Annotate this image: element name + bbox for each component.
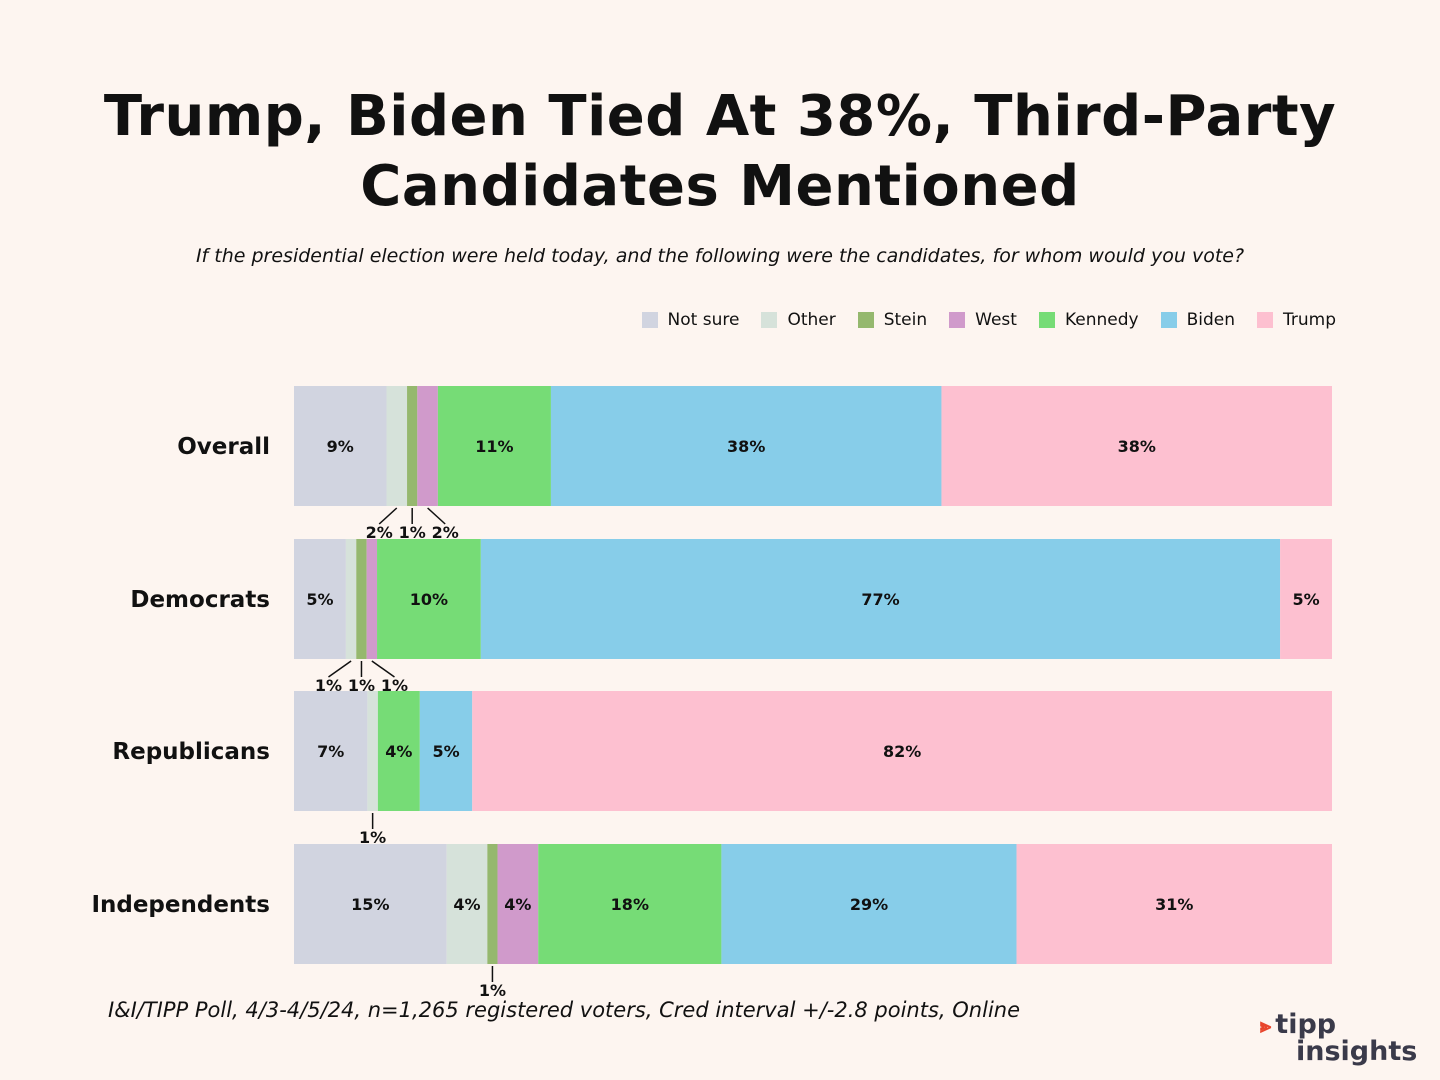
data-label: 15%: [351, 895, 389, 914]
callout-label: 2%: [432, 523, 459, 542]
footnote: I&I/TIPP Poll, 4/3-4/5/24, n=1,265 regis…: [108, 998, 1021, 1022]
legend-label: Biden: [1186, 310, 1235, 330]
data-label: 38%: [1118, 437, 1156, 456]
bar-segment-biden: [721, 844, 1017, 964]
data-label: 5%: [1292, 590, 1319, 609]
bar-segment-trump: [1016, 844, 1332, 964]
chart-title: Trump, Biden Tied At 38%, Third-Party Ca…: [0, 82, 1440, 222]
bar-segment-trump: [1280, 539, 1332, 659]
bar-segment-west: [497, 844, 539, 964]
callout-line: [371, 660, 395, 678]
legend-item-trump: Trump: [1256, 310, 1336, 330]
data-label: 38%: [727, 437, 765, 456]
legend-item-other: Other: [761, 310, 836, 330]
data-label: 11%: [475, 437, 513, 456]
callout-label: 1%: [399, 523, 426, 542]
legend-label: Stein: [883, 310, 928, 330]
bar-segment-kennedy: [437, 386, 551, 506]
title-line-2: Candidates Mentioned: [360, 154, 1080, 219]
legend-swatch: [1256, 312, 1273, 328]
bar-segment-other: [345, 539, 357, 659]
bar-segment-kennedy: [538, 844, 722, 964]
data-label: 4%: [385, 742, 412, 761]
legend-swatch: [949, 312, 966, 328]
legend-swatch: [761, 312, 778, 328]
category-label: Overall: [177, 434, 270, 460]
bar-segment-biden: [480, 539, 1281, 659]
bar-segment-trump: [941, 386, 1332, 506]
bar-segment-other: [367, 691, 378, 811]
legend-label: West: [975, 310, 1017, 330]
bar-segment-biden: [550, 386, 942, 506]
data-label: 5%: [306, 590, 333, 609]
legend-swatch: [1038, 312, 1055, 328]
bar-segment-west: [366, 539, 378, 659]
legend-label: Kennedy: [1064, 310, 1139, 330]
category-label: Republicans: [112, 739, 270, 765]
callout-label: 1%: [315, 676, 342, 695]
legend-swatch: [641, 312, 658, 328]
logo-mark-icon: ⫸: [1260, 1013, 1272, 1037]
callout-line: [378, 507, 398, 525]
bar-segment-stein: [487, 844, 498, 964]
logo-text-top: tipp: [1275, 1009, 1337, 1040]
legend-item-kennedy: Kennedy: [1038, 310, 1139, 330]
callout-label: 2%: [366, 523, 393, 542]
chart-subtitle: If the presidential election were held t…: [195, 245, 1245, 267]
data-label: 5%: [432, 742, 459, 761]
legend-label: Not sure: [667, 310, 740, 330]
legend-swatch: [857, 312, 874, 328]
bar-segment-biden: [419, 691, 473, 811]
data-label: 29%: [850, 895, 888, 914]
callout-label: 1%: [348, 676, 375, 695]
legend: Not sure Other Stein West Kennedy Biden Trump: [641, 310, 1336, 330]
data-label: 4%: [504, 895, 531, 914]
bar-segment-not-sure: [294, 691, 368, 811]
callout-line: [328, 660, 352, 678]
legend-item-not-sure: Not sure: [641, 310, 740, 330]
bar-segment-west: [417, 386, 438, 506]
bar-segment-trump: [472, 691, 1332, 811]
bar-segment-not-sure: [294, 386, 387, 506]
data-label: 31%: [1155, 895, 1193, 914]
legend-item-biden: Biden: [1160, 310, 1235, 330]
bar-segment-stein: [356, 539, 367, 659]
legend-item-west: West: [949, 310, 1017, 330]
callout-label: 1%: [359, 828, 386, 847]
logo-text-bottom: insights: [1296, 1036, 1418, 1067]
bar-segment-not-sure: [294, 539, 346, 659]
bar-segment-kennedy: [377, 539, 481, 659]
callout-label: 1%: [381, 676, 408, 695]
bar-segment-other: [386, 386, 408, 506]
legend-label: Trump: [1282, 310, 1336, 330]
tipp-insights-logo: ⫸ tipp insights: [1254, 1009, 1418, 1067]
data-label: 77%: [861, 590, 899, 609]
data-label: 82%: [883, 742, 921, 761]
data-label: 4%: [453, 895, 480, 914]
callout-label: 1%: [479, 981, 506, 1000]
bar-segment-not-sure: [294, 844, 447, 964]
data-label: 10%: [410, 590, 448, 609]
bar-segment-kennedy: [377, 691, 420, 811]
bar-segment-stein: [407, 386, 418, 506]
data-label: 18%: [611, 895, 649, 914]
data-label: 9%: [327, 437, 354, 456]
category-label: Democrats: [130, 587, 270, 613]
legend-item-stein: Stein: [857, 310, 928, 330]
title-line-1: Trump, Biden Tied At 38%, Third-Party: [103, 84, 1337, 149]
category-label: Independents: [91, 892, 270, 918]
callout-line: [427, 507, 446, 525]
legend-label: Other: [787, 310, 836, 330]
legend-swatch: [1160, 312, 1177, 328]
bar-segment-other: [446, 844, 488, 964]
data-label: 7%: [317, 742, 344, 761]
